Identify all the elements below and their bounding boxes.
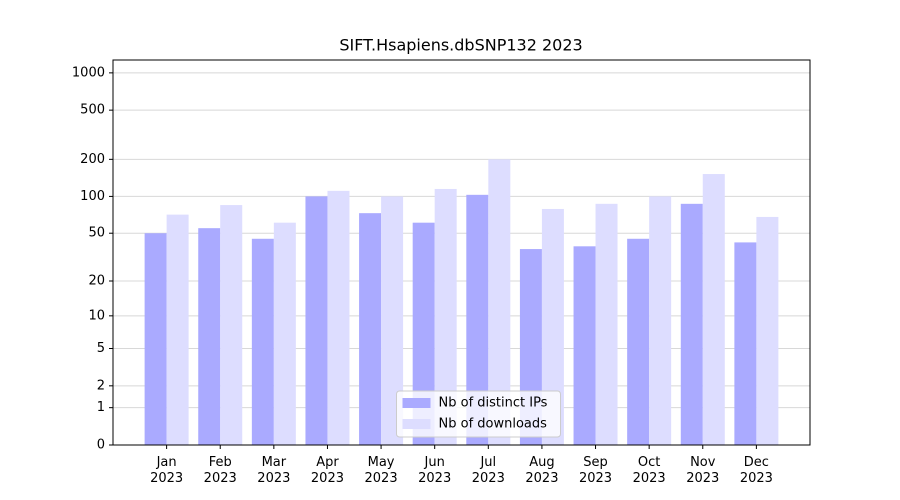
legend-box	[396, 390, 561, 438]
x-tick-label-line: Sep	[583, 455, 608, 470]
bar	[595, 203, 618, 445]
x-tick-label: Jun 2023	[418, 455, 451, 486]
x-tick-label: May 2023	[365, 455, 398, 486]
bar	[466, 194, 489, 445]
x-tick-label-line: May	[368, 455, 395, 470]
bar	[166, 214, 189, 445]
bar	[488, 159, 511, 446]
x-tick-label-line: 2023	[204, 471, 237, 486]
x-tick-label-line: Nov	[690, 455, 716, 470]
x-tick-label-line: 2023	[418, 471, 451, 486]
legend-swatch	[402, 398, 431, 408]
bar	[359, 213, 382, 445]
bar	[649, 196, 672, 445]
x-tick-label-line: 2023	[686, 471, 719, 486]
x-tick-label-line: Jun	[424, 455, 445, 470]
bar	[305, 196, 328, 445]
x-tick-label-line: Dec	[744, 455, 769, 470]
y-tick-label: 20	[88, 274, 105, 289]
x-tick-label-line: Aug	[529, 455, 554, 470]
x-tick-label: Nov 2023	[686, 455, 719, 486]
x-tick-label-line: Jan	[156, 455, 177, 470]
y-tick-label: 200	[80, 152, 105, 167]
legend-swatch	[402, 419, 431, 429]
bar	[541, 208, 564, 445]
bar	[251, 238, 274, 445]
x-tick-label-line: 2023	[579, 471, 612, 486]
y-tick-label: 1000	[72, 65, 105, 80]
x-tick-label-line: 2023	[633, 471, 666, 486]
x-tick-label: Jan 2023	[150, 455, 183, 486]
y-tick-label: 500	[80, 103, 105, 118]
x-tick-label: Jul 2023	[472, 455, 505, 486]
bar	[734, 242, 757, 445]
bar	[412, 222, 435, 445]
x-tick-label-line: 2023	[150, 471, 183, 486]
x-tick-label: Aug 2023	[525, 455, 558, 486]
y-tick-label: 50	[88, 226, 105, 241]
x-tick-label: Apr 2023	[311, 455, 344, 486]
bar	[680, 203, 703, 445]
x-tick-label-line: 2023	[472, 471, 505, 486]
chart-title: SIFT.Hsapiens.dbSNP132 2023	[339, 36, 582, 55]
x-tick-label-line: 2023	[365, 471, 398, 486]
bar	[327, 190, 350, 445]
x-tick-label: Mar 2023	[257, 455, 290, 486]
x-tick-label-line: Apr	[316, 455, 339, 470]
x-tick-label: Sep 2023	[579, 455, 612, 486]
bar	[756, 216, 779, 445]
x-tick-label-line: 2023	[311, 471, 344, 486]
y-tick-label: 1	[97, 400, 105, 415]
x-tick-label-line: Jul	[479, 455, 496, 470]
y-tick-label: 2	[97, 378, 105, 393]
legend-label: Nb of distinct IPs	[439, 396, 548, 411]
bar	[198, 228, 221, 445]
bar	[434, 188, 457, 445]
y-tick-label: 10	[88, 308, 105, 323]
plot-frame	[112, 59, 811, 446]
x-tick-label: Feb 2023	[204, 455, 237, 486]
bar	[627, 238, 650, 445]
bar	[220, 205, 243, 445]
x-tick-label-line: 2023	[257, 471, 290, 486]
bar	[144, 233, 167, 445]
y-tick-label: 100	[80, 189, 105, 204]
x-tick-label-line: Feb	[209, 455, 232, 470]
x-tick-label: Oct 2023	[633, 455, 666, 486]
bar	[573, 246, 596, 445]
bar	[702, 174, 725, 445]
y-tick-label: 0	[97, 438, 105, 453]
x-tick-label-line: Oct	[638, 455, 660, 470]
legend-label: Nb of downloads	[439, 417, 548, 432]
bar	[273, 222, 296, 445]
x-tick-label-line: Mar	[262, 455, 287, 470]
y-tick-label: 5	[97, 341, 105, 356]
x-tick-label-line: 2023	[525, 471, 558, 486]
x-tick-label: Dec 2023	[740, 455, 773, 486]
bar	[381, 196, 404, 445]
x-tick-label-line: 2023	[740, 471, 773, 486]
